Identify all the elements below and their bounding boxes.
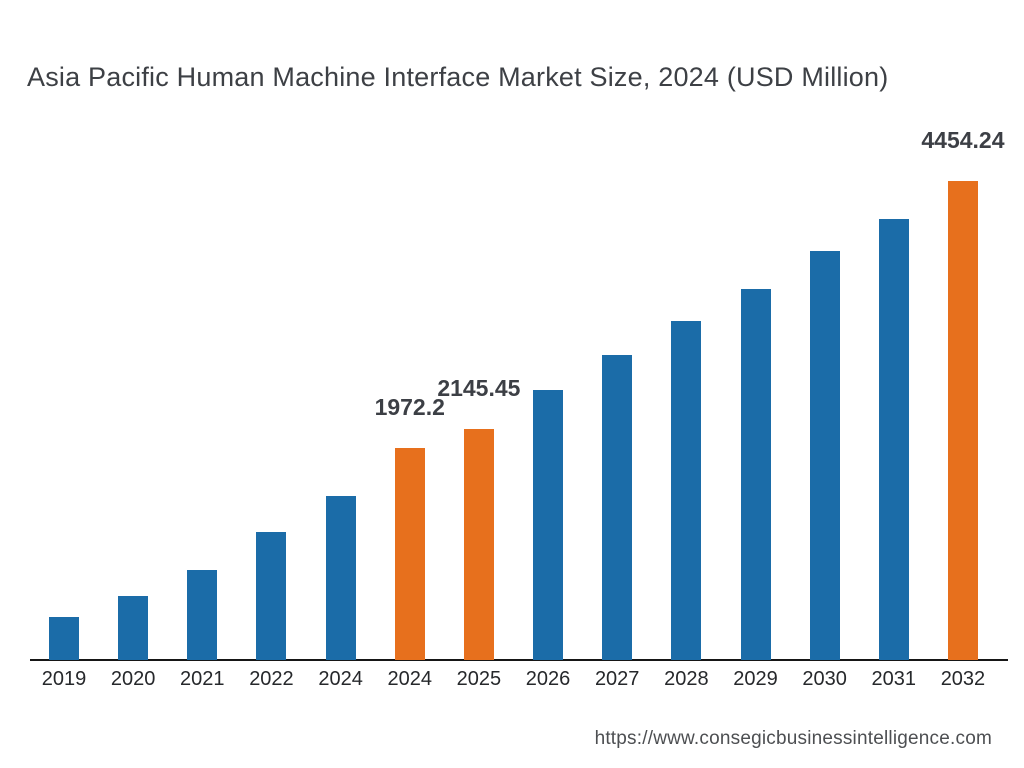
bar-2019-0 bbox=[49, 617, 79, 660]
x-tick-label: 2021 bbox=[180, 668, 225, 690]
x-tick-label: 2026 bbox=[525, 668, 571, 690]
bar-2021-2 bbox=[187, 570, 218, 660]
bar-2030-11 bbox=[809, 251, 840, 660]
x-axis-line bbox=[30, 659, 1008, 661]
bar-2028-9 bbox=[671, 321, 702, 660]
bar-value-label: 4454.24 bbox=[921, 127, 1005, 153]
x-tick-label: 2019 bbox=[41, 668, 87, 690]
chart-title: Asia Pacific Human Machine Interface Mar… bbox=[27, 62, 889, 92]
x-tick-label: 2028 bbox=[664, 668, 709, 690]
bar-2027-8 bbox=[602, 355, 633, 660]
bar-value-label: 2145.45 bbox=[437, 375, 521, 401]
x-tick-label: 2025 bbox=[456, 668, 502, 690]
x-tick-label: 2024 bbox=[387, 668, 433, 690]
bar-value-label: 1972.2 bbox=[374, 394, 445, 420]
x-tick-label: 2030 bbox=[802, 668, 847, 690]
x-tick-label: 2022 bbox=[249, 668, 294, 690]
x-tick-label: 2031 bbox=[871, 668, 917, 690]
x-tick-label: 2024 bbox=[318, 668, 363, 690]
bar-2025-6 bbox=[463, 429, 494, 660]
bar-2024-4 bbox=[325, 496, 356, 660]
bar-2024-5 bbox=[394, 448, 425, 660]
bar-2026-7 bbox=[533, 390, 564, 660]
bar-2029-10 bbox=[740, 289, 771, 660]
bar-2020-1 bbox=[118, 596, 149, 660]
source-url: https://www.consegicbusinessintelligence… bbox=[594, 728, 992, 749]
x-tick-label: 2032 bbox=[940, 668, 986, 690]
bar-2031-12 bbox=[878, 219, 909, 660]
bar-2032-13 bbox=[947, 181, 978, 660]
x-tick-label: 2027 bbox=[594, 668, 640, 690]
x-tick-label: 2020 bbox=[110, 668, 156, 690]
x-tick-label: 2029 bbox=[733, 668, 778, 690]
bar-2022-3 bbox=[256, 532, 287, 660]
